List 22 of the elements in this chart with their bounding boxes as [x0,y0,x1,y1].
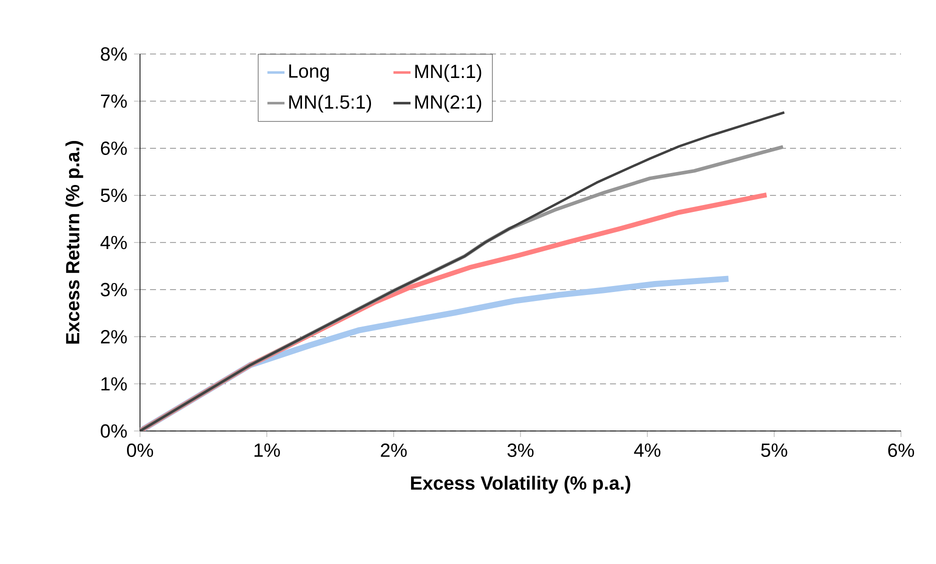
x-tick-label: 0% [127,444,154,457]
y-tick-label: 7% [100,94,127,108]
y-tick-label: 4% [100,236,127,250]
x-tick-label: 4% [634,444,660,457]
y-tick-label: 3% [100,282,127,296]
legend-label: MN(1:1) [415,64,482,82]
y-tick-label: 0% [100,424,127,438]
legend-label: MN(1.5:1) [289,94,372,113]
x-axis-title: Excess Volatility (% p.a.) [411,476,630,494]
legend-label: Long [289,64,329,82]
y-tick-label: 5% [100,188,127,202]
y-tick-label: 2% [100,330,127,344]
y-tick-label: 1% [101,377,127,391]
x-tick-label: 1% [254,444,280,457]
x-tick-label: 6% [888,444,914,457]
x-tick-label: 2% [380,444,407,457]
y-tick-label: 8% [100,47,127,61]
x-tick-label: 5% [761,444,788,457]
legend-label: MN(2:1) [415,94,482,113]
x-tick-label: 3% [507,444,534,457]
y-tick-label: 6% [100,142,127,155]
y-axis-title: Excess Return (% p.a.) [65,141,84,344]
